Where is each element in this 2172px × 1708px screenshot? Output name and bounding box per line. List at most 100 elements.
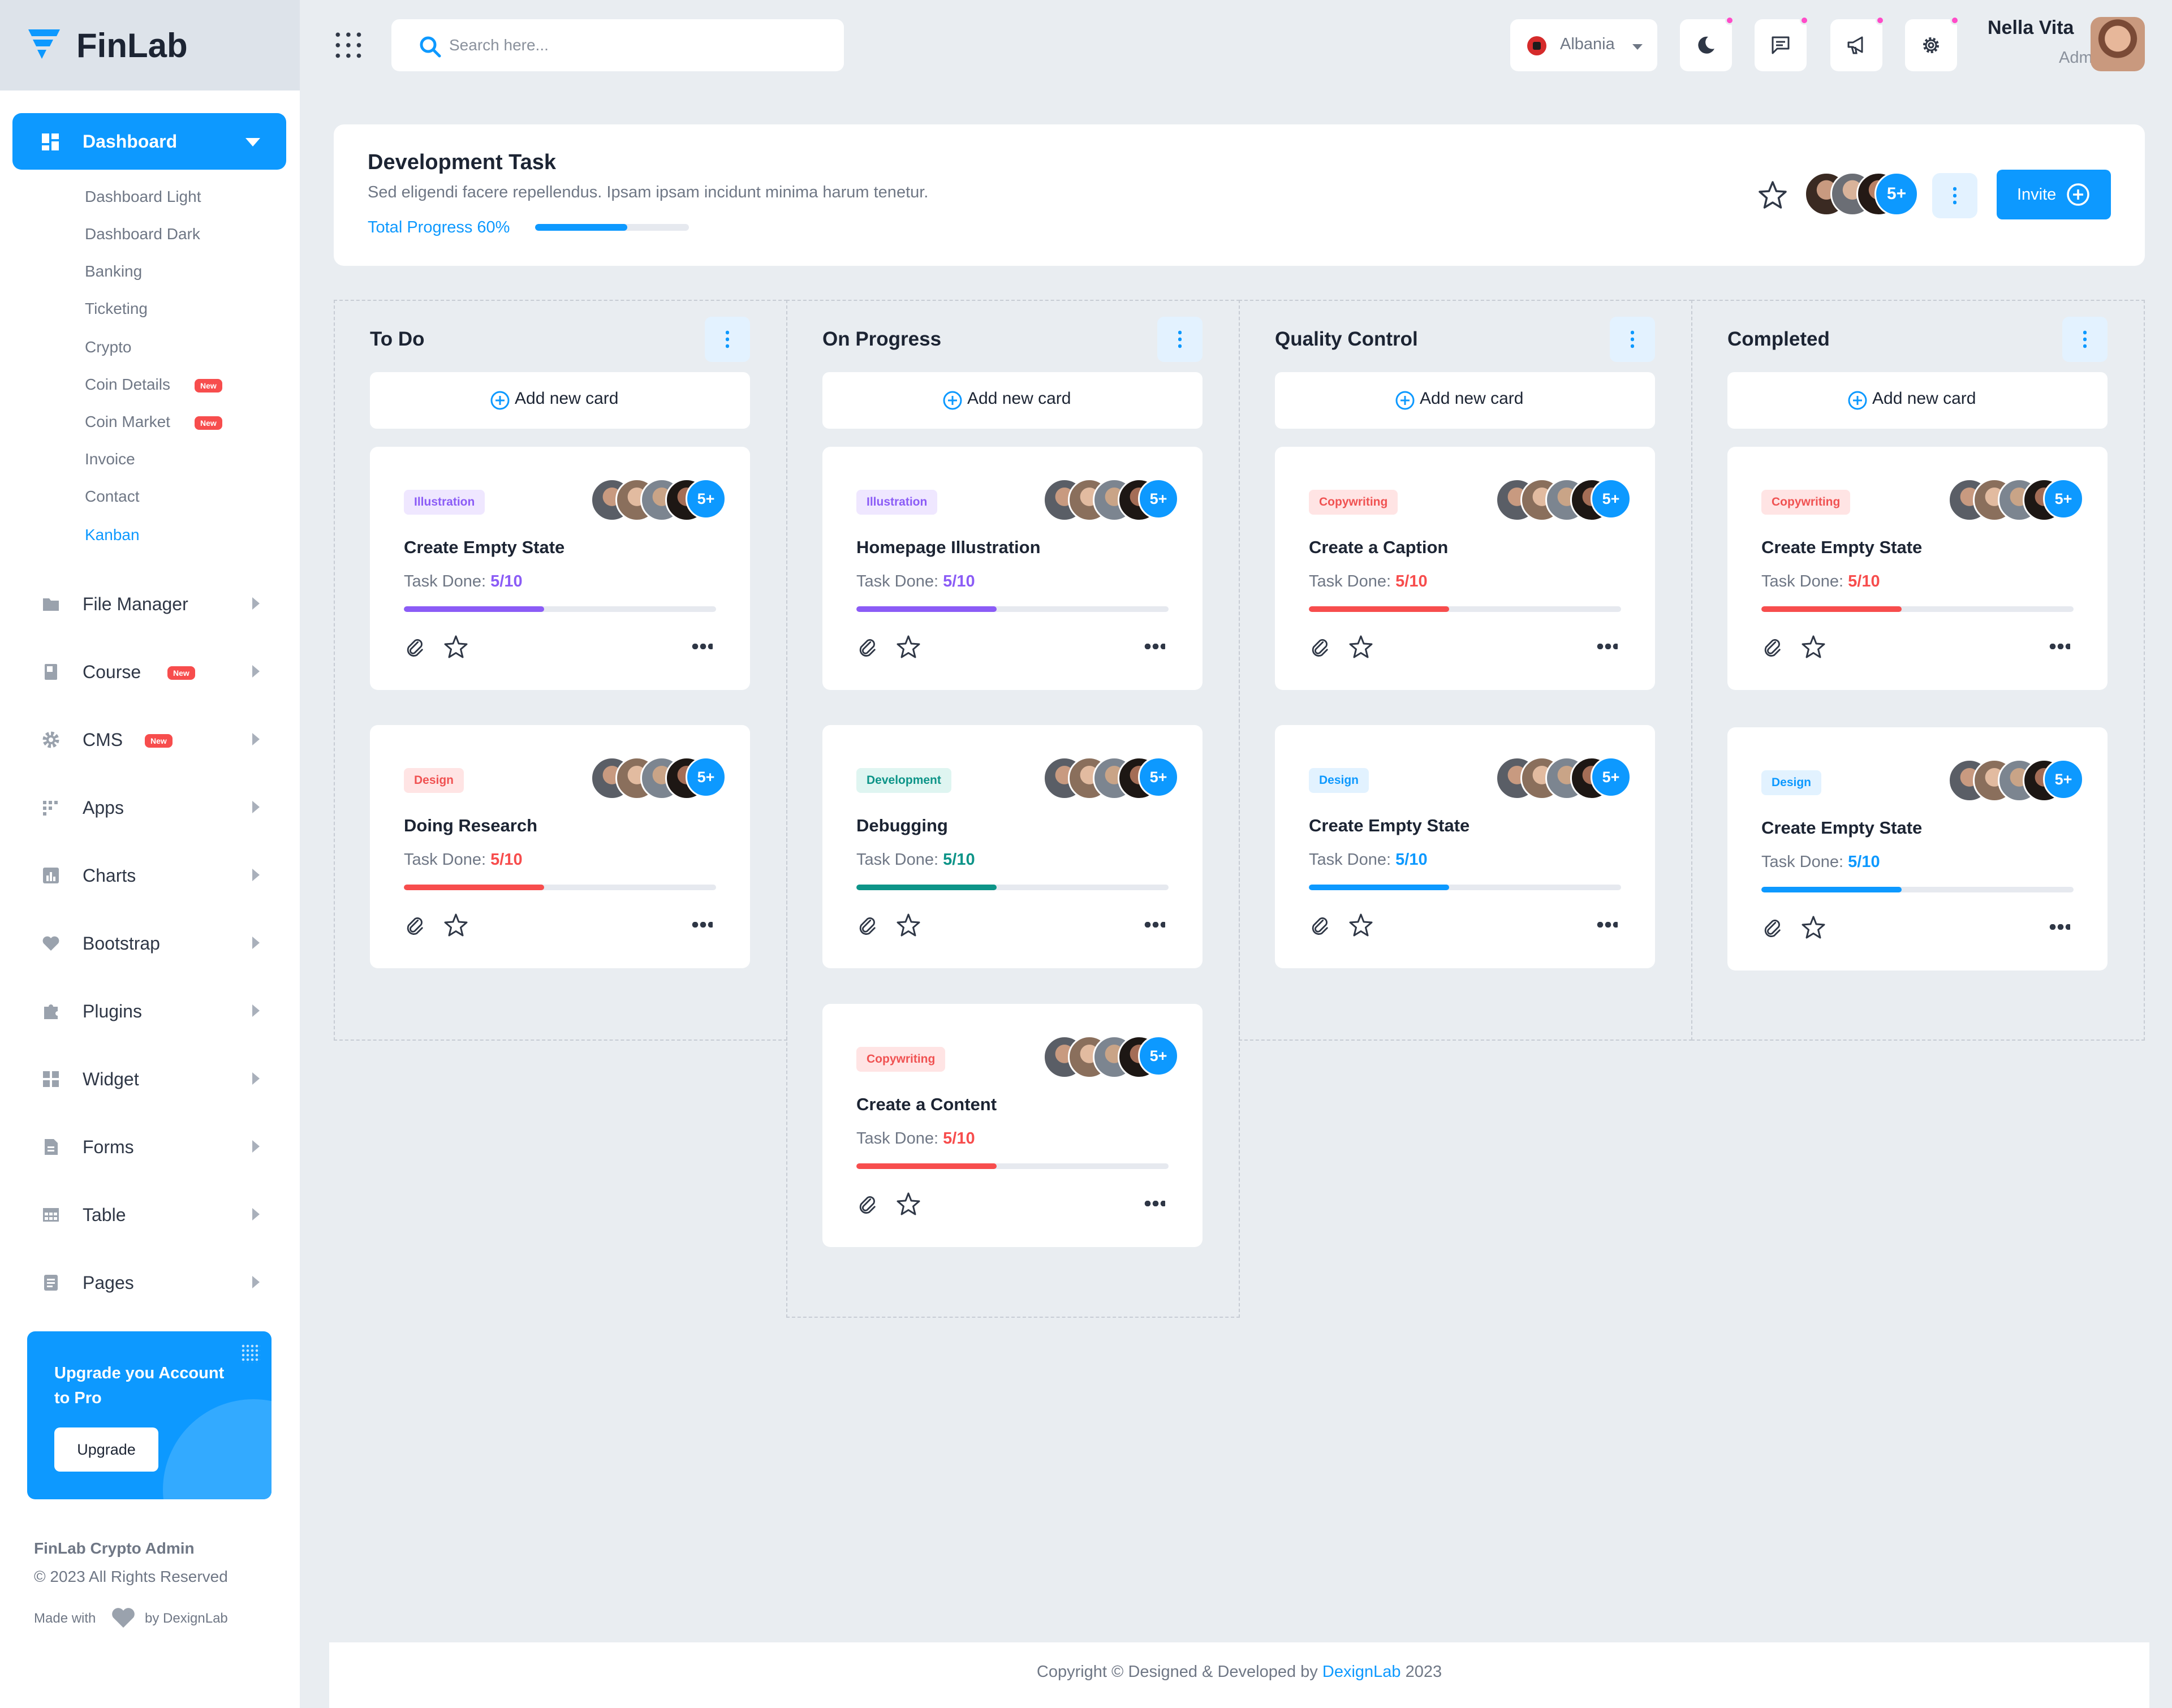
sub-item-contact[interactable]: Contact	[85, 488, 140, 505]
sidebar-item-pages[interactable]: Pages	[0, 1266, 300, 1300]
add-card-button[interactable]: Add new card	[370, 372, 750, 429]
column-menu-button[interactable]	[705, 317, 750, 362]
add-card-button[interactable]: Add new card	[822, 372, 1203, 429]
column-menu-button[interactable]	[2062, 317, 2108, 362]
paperclip-icon[interactable]	[1761, 636, 1783, 657]
more-options-icon[interactable]	[1144, 644, 1165, 649]
star-icon[interactable]	[896, 913, 921, 938]
more-options-icon[interactable]	[1144, 922, 1165, 928]
paperclip-icon[interactable]	[404, 914, 425, 935]
paperclip-icon[interactable]	[856, 1193, 878, 1214]
sidebar-item-charts[interactable]: Charts	[0, 859, 300, 892]
sidebar-item-table[interactable]: Table	[0, 1198, 300, 1232]
search-box[interactable]	[391, 19, 844, 71]
sidebar-item-cms[interactable]: CMS New	[0, 723, 300, 757]
more-members-badge[interactable]: 5+	[686, 478, 726, 519]
paperclip-icon[interactable]	[856, 636, 878, 657]
task-card[interactable]: Copywriting 5+ Create a Caption Task Done: …	[1275, 447, 1655, 690]
column-menu-button[interactable]	[1157, 317, 1203, 362]
language-select[interactable]: Albania	[1510, 19, 1657, 71]
more-members-badge[interactable]: 5+	[1874, 172, 1919, 216]
sidebar-item-plugins[interactable]: Plugins	[0, 994, 300, 1028]
star-icon[interactable]	[1348, 635, 1373, 659]
sub-item-invoice[interactable]: Invoice	[85, 450, 135, 468]
sub-item-coin-details[interactable]: Coin Details	[85, 376, 170, 393]
dots-pattern-icon	[241, 1344, 260, 1363]
sidebar-item-apps[interactable]: Apps	[0, 791, 300, 825]
task-card[interactable]: Copywriting 5+ Create a Content Task Done: …	[822, 1004, 1203, 1247]
sidebar-item-file-manager[interactable]: File Manager	[0, 587, 300, 621]
task-card[interactable]: Illustration 5+ Create Empty State Task Don…	[370, 447, 750, 690]
star-icon[interactable]	[1757, 180, 1789, 212]
project-menu-button[interactable]	[1932, 173, 1977, 218]
messages-button[interactable]	[1755, 16, 1809, 71]
sub-item-kanban[interactable]: Kanban	[85, 526, 140, 544]
add-card-button[interactable]: Add new card	[1727, 372, 2108, 429]
notification-dot	[1800, 16, 1809, 25]
star-icon[interactable]	[1801, 635, 1826, 659]
app-name[interactable]: FinLab	[76, 27, 188, 64]
sub-item-crypto[interactable]: Crypto	[85, 338, 132, 356]
task-card[interactable]: Design 5+ Create Empty State Task Done: 5/1…	[1275, 725, 1655, 968]
search-input[interactable]	[449, 32, 822, 59]
user-name[interactable]: Nella Vita	[1988, 17, 2074, 38]
more-members-badge[interactable]: 5+	[1591, 757, 1631, 797]
more-options-icon[interactable]	[1596, 644, 1618, 649]
add-card-button[interactable]: Add new card	[1275, 372, 1655, 429]
more-members-badge[interactable]: 5+	[1138, 757, 1179, 797]
sidebar-item-dashboard[interactable]: Dashboard	[12, 113, 286, 170]
sidebar-item-label: Bootstrap	[83, 933, 160, 954]
task-title: Homepage Illustration	[856, 537, 1041, 557]
star-icon[interactable]	[443, 913, 468, 938]
task-title: Create Empty State	[1761, 818, 1923, 838]
sub-item-coin-market[interactable]: Coin Market	[85, 413, 170, 430]
paperclip-icon[interactable]	[404, 636, 425, 657]
paperclip-icon[interactable]	[1309, 636, 1330, 657]
more-members-badge[interactable]: 5+	[1591, 478, 1631, 519]
more-options-icon[interactable]	[2049, 924, 2070, 930]
star-icon[interactable]	[896, 635, 921, 659]
sub-item-dashboard-light[interactable]: Dashboard Light	[85, 188, 201, 205]
more-options-icon[interactable]	[1144, 1201, 1165, 1206]
announcements-button[interactable]	[1830, 16, 1885, 71]
star-icon[interactable]	[1801, 915, 1826, 940]
star-icon[interactable]	[1348, 913, 1373, 938]
more-options-icon[interactable]	[2049, 644, 2070, 649]
task-progress-fill	[1309, 885, 1450, 890]
kebab-icon	[1953, 186, 1956, 206]
sidebar-item-widget[interactable]: Widget	[0, 1062, 300, 1096]
paperclip-icon[interactable]	[1761, 916, 1783, 938]
sub-item-dashboard-dark[interactable]: Dashboard Dark	[85, 225, 200, 243]
star-icon[interactable]	[896, 1192, 921, 1217]
task-card[interactable]: Development 5+ Debugging Task Done: 5/10	[822, 725, 1203, 968]
avatar[interactable]	[2091, 17, 2145, 71]
upgrade-button[interactable]: Upgrade	[54, 1427, 158, 1472]
task-card[interactable]: Design 5+ Doing Research Task Done: 5/10	[370, 725, 750, 968]
more-members-badge[interactable]: 5+	[1138, 478, 1179, 519]
sidebar-item-forms[interactable]: Forms	[0, 1130, 300, 1164]
theme-toggle-button[interactable]	[1680, 16, 1734, 71]
more-options-icon[interactable]	[691, 644, 713, 649]
sub-item-ticketing[interactable]: Ticketing	[85, 300, 148, 317]
more-options-icon[interactable]	[691, 922, 713, 928]
star-icon[interactable]	[443, 635, 468, 659]
more-options-icon[interactable]	[1596, 922, 1618, 928]
grid-menu-icon[interactable]	[333, 29, 364, 61]
task-card[interactable]: Design 5+ Create Empty State Task Done: 5/1…	[1727, 727, 2108, 971]
task-card[interactable]: Copywriting 5+ Create Empty State Task Done…	[1727, 447, 2108, 690]
paperclip-icon[interactable]	[1309, 914, 1330, 935]
invite-button[interactable]: Invite	[1997, 170, 2111, 219]
more-members-badge[interactable]: 5+	[1138, 1036, 1179, 1076]
more-members-badge[interactable]: 5+	[686, 757, 726, 797]
footer-link[interactable]: DexignLab	[1322, 1663, 1401, 1681]
sidebar-item-label: Charts	[83, 865, 136, 886]
more-members-badge[interactable]: 5+	[2043, 478, 2084, 519]
settings-button[interactable]	[1905, 16, 1959, 71]
more-members-badge[interactable]: 5+	[2043, 759, 2084, 800]
task-card[interactable]: Illustration 5+ Homepage Illustration Task …	[822, 447, 1203, 690]
sidebar-item-bootstrap[interactable]: Bootstrap	[0, 926, 300, 960]
paperclip-icon[interactable]	[856, 914, 878, 935]
sub-item-banking[interactable]: Banking	[85, 262, 143, 280]
column-menu-button[interactable]	[1610, 317, 1655, 362]
sidebar-item-course[interactable]: Course New	[0, 655, 300, 689]
